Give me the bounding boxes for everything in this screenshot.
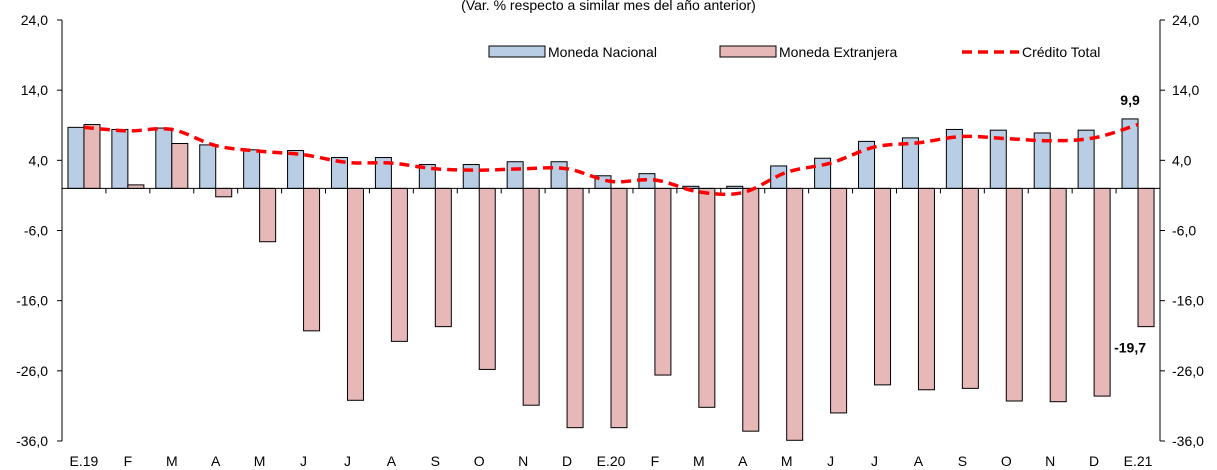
left-y-tick-label: -6,0 bbox=[24, 223, 48, 239]
bar-moneda-extranjera bbox=[1093, 187, 1111, 397]
x-tick-label: E.20 bbox=[597, 453, 626, 469]
bar-moneda-extranjera bbox=[215, 187, 233, 198]
bar-moneda-extranjera bbox=[917, 187, 935, 391]
left-y-tick-label: -16,0 bbox=[16, 293, 48, 309]
x-tick-label: D bbox=[1089, 453, 1099, 469]
left-y-tick-label: 4,0 bbox=[29, 152, 49, 168]
x-tick-label: S bbox=[958, 453, 967, 469]
right-y-tick-label: 14,0 bbox=[1172, 82, 1199, 98]
legend-swatch-moneda-extranjera bbox=[719, 45, 777, 58]
right-y-tick-label: 4,0 bbox=[1172, 152, 1192, 168]
line-credito-total bbox=[83, 122, 1139, 197]
bar-moneda-extranjera bbox=[874, 187, 892, 386]
x-tick-label: E.19 bbox=[70, 453, 99, 469]
x-tick-label: M bbox=[693, 453, 705, 469]
bar-moneda-extranjera bbox=[654, 187, 672, 376]
x-tick-label: A bbox=[387, 453, 397, 469]
bar-moneda-extranjera bbox=[434, 187, 452, 328]
bar-moneda-extranjera bbox=[83, 124, 101, 189]
bar-moneda-extranjera bbox=[127, 184, 145, 189]
x-tick-label: S bbox=[431, 453, 440, 469]
x-tick-label: A bbox=[914, 453, 924, 469]
left-y-tick-label: -36,0 bbox=[16, 433, 48, 449]
x-tick-label: O bbox=[474, 453, 485, 469]
bar-moneda-nacional bbox=[506, 161, 524, 189]
right-y-tick-label: -36,0 bbox=[1172, 433, 1204, 449]
bar-moneda-nacional bbox=[111, 128, 129, 189]
bar-moneda-extranjera bbox=[786, 187, 804, 441]
right-y-tick-label: -26,0 bbox=[1172, 363, 1204, 379]
right-y-tick-label: 24,0 bbox=[1172, 12, 1199, 28]
bar-moneda-extranjera bbox=[830, 187, 848, 414]
bar-moneda-extranjera bbox=[1137, 187, 1155, 328]
x-tick-label: N bbox=[1045, 453, 1055, 469]
data-label-moneda-extranjera: -19,7 bbox=[1114, 340, 1146, 356]
x-tick-label: M bbox=[781, 453, 793, 469]
bar-moneda-extranjera bbox=[303, 187, 321, 332]
bar-moneda-extranjera bbox=[698, 187, 716, 408]
bar-moneda-extranjera bbox=[522, 187, 540, 406]
bar-moneda-extranjera bbox=[961, 187, 979, 389]
legend-label-moneda-extranjera: Moneda Extranjera bbox=[779, 44, 898, 60]
bar-moneda-nacional bbox=[199, 144, 217, 189]
bar-moneda-nacional bbox=[243, 149, 261, 189]
bar-moneda-nacional bbox=[67, 126, 85, 189]
x-tick-label: O bbox=[1001, 453, 1012, 469]
bar-moneda-extranjera bbox=[566, 187, 584, 429]
bar-moneda-nacional bbox=[155, 127, 173, 189]
x-tick-label: D bbox=[562, 453, 572, 469]
chart-subtitle: (Var. % respecto a similar mes del año a… bbox=[461, 0, 756, 13]
x-tick-label: J bbox=[344, 453, 351, 469]
bar-moneda-nacional bbox=[550, 161, 568, 189]
bar-moneda-nacional bbox=[462, 164, 480, 189]
x-tick-label: M bbox=[254, 453, 266, 469]
x-tick-label: A bbox=[738, 453, 748, 469]
x-tick-label: A bbox=[211, 453, 221, 469]
x-tick-label: J bbox=[827, 453, 834, 469]
bar-moneda-extranjera bbox=[1049, 187, 1067, 403]
right-y-tick-label: -6,0 bbox=[1172, 223, 1196, 239]
bar-moneda-extranjera bbox=[478, 187, 496, 370]
x-tick-label: F bbox=[124, 453, 133, 469]
x-tick-label: N bbox=[518, 453, 528, 469]
x-tick-label: M bbox=[166, 453, 178, 469]
bar-moneda-extranjera bbox=[171, 142, 189, 189]
x-tick-label: E.21 bbox=[1124, 453, 1153, 469]
legend-label-credito-total: Crédito Total bbox=[1022, 44, 1100, 60]
bar-moneda-extranjera bbox=[742, 187, 760, 432]
x-tick-label: J bbox=[871, 453, 878, 469]
left-y-tick-label: 24,0 bbox=[21, 12, 48, 28]
bar-moneda-extranjera bbox=[610, 187, 628, 429]
data-label-moneda-nacional: 9,9 bbox=[1120, 92, 1140, 108]
x-tick-label: J bbox=[300, 453, 307, 469]
x-tick-label: F bbox=[651, 453, 660, 469]
bar-moneda-extranjera bbox=[346, 187, 364, 401]
legend-swatch-moneda-nacional bbox=[488, 45, 546, 58]
right-y-tick-label: -16,0 bbox=[1172, 293, 1204, 309]
bar-moneda-nacional bbox=[287, 150, 305, 189]
bar-moneda-extranjera bbox=[390, 187, 408, 342]
left-y-tick-label: 14,0 bbox=[21, 82, 48, 98]
legend-label-moneda-nacional: Moneda Nacional bbox=[548, 44, 657, 60]
bar-moneda-extranjera bbox=[1005, 187, 1023, 402]
left-y-tick-label: -26,0 bbox=[16, 363, 48, 379]
bar-moneda-extranjera bbox=[259, 187, 277, 243]
